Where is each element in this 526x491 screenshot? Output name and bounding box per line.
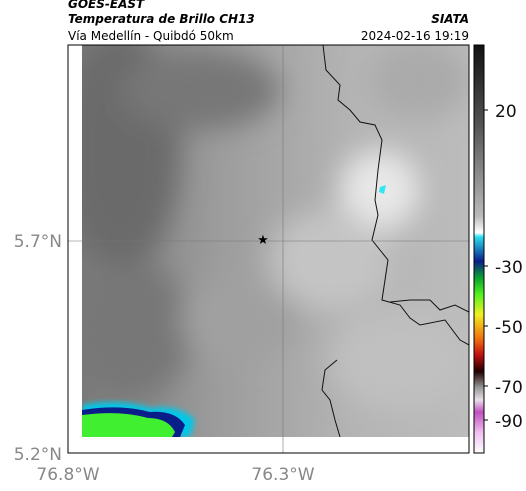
lon-label: 76.3°W	[251, 465, 314, 485]
colorbar-label: -50	[495, 318, 523, 338]
colorbar-label: 20	[495, 102, 517, 122]
colorbar-ticks	[484, 109, 488, 421]
location-star: ★	[257, 233, 269, 248]
colorbar-label: -90	[495, 412, 523, 432]
datetime: 2024-02-16 19:19	[361, 29, 469, 43]
lat-label: 5.2°N	[14, 445, 62, 465]
lon-label: 76.8°W	[36, 465, 99, 485]
colorbar-label: -30	[495, 258, 523, 278]
colorbar	[473, 44, 485, 454]
colorbar-label: -70	[495, 378, 523, 398]
subtitle: Vía Medellín - Quibdó 50km	[68, 29, 234, 43]
map-frame	[67, 44, 470, 454]
source: GOES-EAST	[68, 0, 145, 11]
organization: SIATA	[431, 12, 469, 26]
lat-label: 5.7°N	[14, 232, 62, 252]
title: Temperatura de Brillo CH13	[68, 12, 255, 26]
